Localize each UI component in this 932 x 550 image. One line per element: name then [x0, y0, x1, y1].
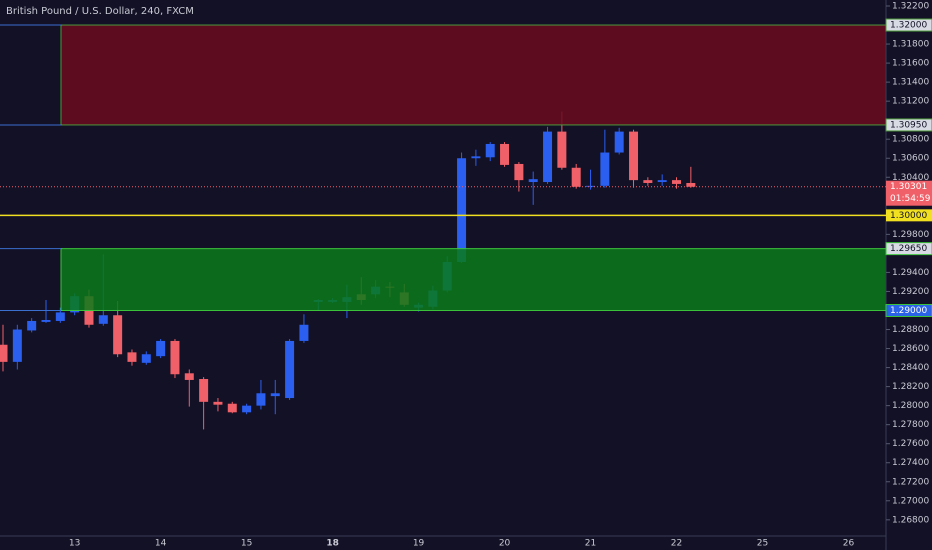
- y-tick-label: 1.31600: [892, 59, 929, 69]
- candle-body: [242, 405, 252, 413]
- y-tick-label: 1.27800: [892, 420, 929, 430]
- candle-body: [672, 180, 682, 184]
- candle-body: [457, 158, 467, 262]
- price-label-box: [886, 180, 932, 206]
- candle-body: [500, 143, 510, 165]
- y-tick-label: 1.28800: [892, 325, 929, 335]
- candle-body: [528, 179, 538, 183]
- zone: [60, 248, 887, 311]
- y-tick-label: 1.28400: [892, 363, 929, 373]
- price-label-box: [886, 209, 932, 222]
- candle-body: [170, 340, 180, 375]
- candle-body: [270, 393, 280, 397]
- candle-body: [657, 180, 667, 183]
- y-tick-label: 1.27000: [892, 496, 929, 506]
- candle-body: [141, 354, 151, 363]
- candle-body: [41, 320, 51, 322]
- y-tick-label: 1.27600: [892, 439, 929, 449]
- candle-body: [600, 152, 610, 186]
- candle-body: [127, 352, 137, 362]
- price-label-box: [885, 118, 932, 132]
- x-tick-label: 26: [843, 539, 855, 549]
- chart-title: British Pound / U.S. Dollar, 240, FXCM: [6, 6, 194, 17]
- countdown-label: 01:54:59: [890, 194, 931, 204]
- y-tick-label: 1.30400: [892, 173, 929, 183]
- candle-body: [643, 180, 653, 183]
- y-tick-label: 1.26800: [892, 515, 929, 525]
- candle-body: [614, 131, 624, 153]
- candle-body: [199, 378, 209, 402]
- candle-body: [55, 312, 65, 321]
- candle-body: [471, 156, 481, 159]
- y-tick-label: 1.27400: [892, 458, 929, 468]
- candle-body: [543, 131, 553, 183]
- x-tick-label: 14: [155, 539, 167, 549]
- candle-body: [557, 131, 567, 168]
- candle-body: [12, 329, 22, 362]
- y-tick-label: 1.32200: [892, 2, 929, 12]
- candle-body: [686, 182, 696, 187]
- y-tick-label: 1.27200: [892, 477, 929, 487]
- y-tick-label: 1.29400: [892, 268, 929, 278]
- zone-price-label: 1.32000: [890, 21, 927, 31]
- x-tick-label: 19: [413, 539, 425, 549]
- candle-body: [514, 163, 524, 181]
- y-tick-label: 1.30600: [892, 154, 929, 164]
- candle-body: [571, 167, 581, 187]
- price-label-box: [885, 242, 932, 256]
- x-tick-label: 13: [69, 539, 80, 549]
- plot-area: [0, 24, 887, 430]
- candle-body: [98, 315, 108, 324]
- y-tick-label: 1.31400: [892, 78, 929, 88]
- x-tick-label: 21: [585, 539, 596, 549]
- x-tick-label: 22: [671, 539, 682, 549]
- x-tick-label: 20: [499, 539, 511, 549]
- x-tick-label: 15: [241, 539, 252, 549]
- candle-body: [629, 131, 639, 181]
- y-tick-label: 1.31200: [892, 97, 929, 107]
- zone-price-label: 1.30950: [890, 120, 927, 130]
- zone-price-label: 1.29000: [890, 306, 927, 316]
- y-tick-label: 1.28200: [892, 382, 929, 392]
- price-label-box: [885, 303, 932, 317]
- candle-body: [256, 393, 266, 406]
- candle-body: [586, 185, 596, 187]
- zone-price-label: 1.29650: [890, 244, 927, 254]
- candle-body: [113, 315, 123, 355]
- level-price-label: 1.30000: [890, 211, 927, 221]
- candle-body: [485, 143, 495, 158]
- y-tick-label: 1.29200: [892, 287, 929, 297]
- x-tick-label: 18: [326, 539, 339, 549]
- x-tick-label: 25: [757, 539, 768, 549]
- y-tick-label: 1.30800: [892, 135, 929, 145]
- candle-body: [227, 403, 237, 413]
- candle-body: [285, 340, 295, 399]
- candle-body: [213, 401, 223, 405]
- y-tick-label: 1.28000: [892, 401, 929, 411]
- candle-body: [184, 373, 194, 380]
- candle-body: [299, 324, 309, 341]
- current-price-label: 1.30301: [890, 182, 927, 192]
- candle-body: [156, 340, 166, 357]
- candle-body: [27, 320, 37, 331]
- y-tick-label: 1.31800: [892, 40, 929, 50]
- zone: [60, 24, 887, 126]
- y-tick-label: 1.29800: [892, 230, 929, 240]
- candle-body: [0, 344, 8, 362]
- y-tick-label: 1.28600: [892, 344, 929, 354]
- price-label-box: [885, 18, 932, 32]
